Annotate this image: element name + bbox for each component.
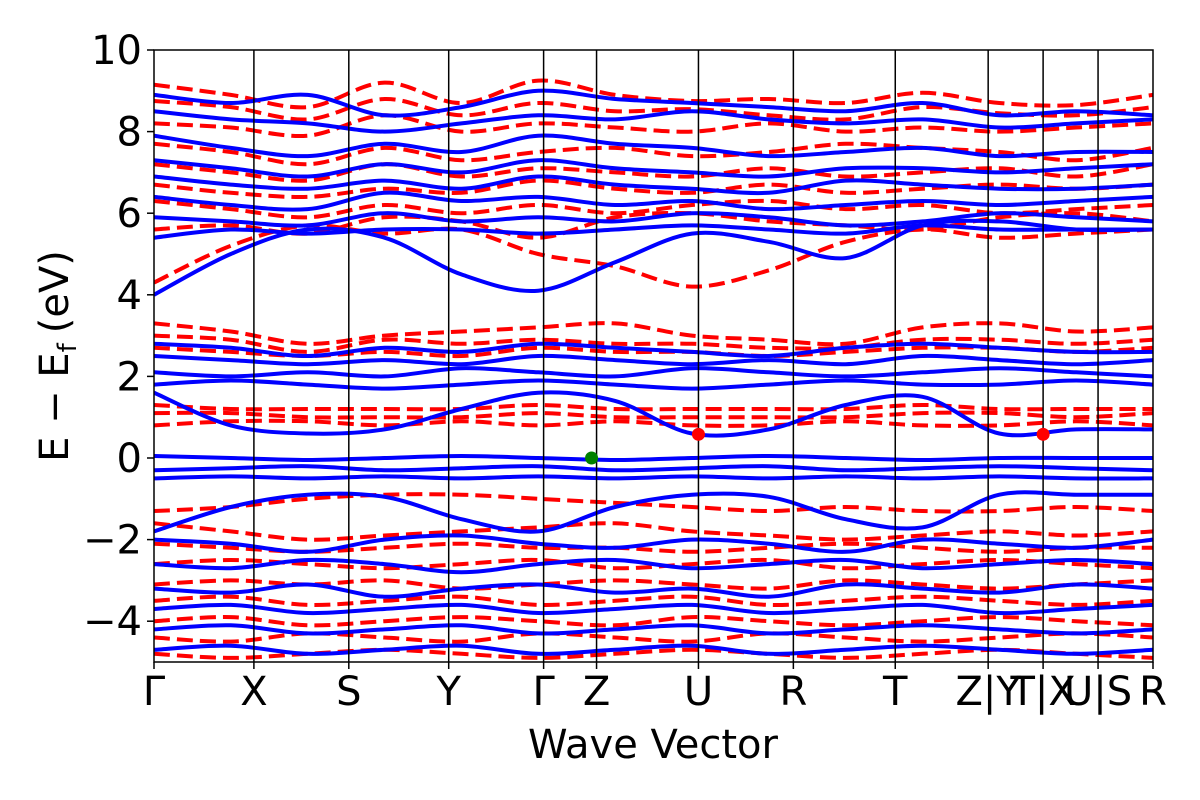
- x-tick-label: U|S: [1064, 669, 1132, 715]
- solid-band-18: [154, 490, 1153, 534]
- dashed-band-10: [154, 321, 1153, 347]
- dashed-band-1: [154, 78, 1153, 110]
- marker-1: [585, 451, 599, 465]
- solid-band-14: [154, 390, 1153, 438]
- dashed-band-22: [154, 615, 1153, 628]
- solid-band-13: [154, 378, 1153, 391]
- x-tick-label: T|X: [1009, 669, 1075, 715]
- y-tick-label: 0: [117, 436, 142, 482]
- solid-band-7: [154, 211, 1153, 228]
- dashed-band-2: [154, 96, 1153, 122]
- y-tick-label: 10: [91, 28, 142, 74]
- bands-layer: [154, 78, 1153, 660]
- dashed-band-5: [154, 162, 1153, 183]
- solid-band-16: [154, 464, 1153, 473]
- x-axis-title: Wave Vector: [528, 722, 779, 768]
- solid-band-6: [154, 190, 1153, 212]
- x-tick-label: Z|Y: [956, 669, 1022, 715]
- y-axis-title-subscript: f: [53, 342, 83, 352]
- x-tick-label: R: [779, 669, 807, 715]
- x-tick-label: Γ: [143, 669, 166, 715]
- x-tick-label: Z: [583, 669, 610, 715]
- solid-band-22: [154, 602, 1153, 616]
- x-tick-label: S: [336, 669, 361, 715]
- plot-frame: [153, 49, 1154, 663]
- marker-3: [1036, 427, 1050, 441]
- x-tick-label: U: [684, 669, 713, 715]
- x-tick-label: Y: [435, 669, 461, 715]
- solid-band-23: [154, 623, 1153, 636]
- dashed-band-19: [154, 557, 1153, 571]
- solid-band-8: [154, 223, 1153, 240]
- y-axis-title: E − Ef (eV): [32, 250, 83, 462]
- y-tick-label: 8: [117, 110, 142, 156]
- solid-band-15: [154, 454, 1153, 462]
- dashed-band-13: [154, 403, 1153, 412]
- dashed-band-16: [154, 492, 1153, 514]
- kpoint-lines: [253, 50, 1099, 662]
- solid-band-1: [154, 88, 1153, 118]
- dashed-band-21: [154, 594, 1153, 607]
- y-axis-title-main: E − E: [32, 352, 78, 462]
- solid-band-17: [154, 474, 1153, 481]
- solid-band-21: [154, 582, 1153, 599]
- solid-band-10: [154, 341, 1153, 359]
- y-tick-label: −4: [83, 599, 142, 645]
- solid-band-19: [154, 533, 1153, 554]
- solid-band-20: [154, 557, 1153, 575]
- x-axis-ticks: Γ X S Y Γ Z U R T Z|YT|XU|S R: [143, 662, 1167, 715]
- x-tick-label: T: [882, 669, 908, 715]
- y-axis-ticks: −4 −2 0 2 4 6 8 10: [83, 28, 154, 645]
- solid-band-12: [154, 366, 1153, 379]
- dashed-band-6: [154, 178, 1153, 200]
- solid-band-3: [154, 133, 1153, 159]
- marker-2: [691, 427, 705, 441]
- dashed-band-4: [154, 141, 1153, 167]
- y-tick-label: 6: [117, 191, 142, 237]
- y-tick-label: 2: [117, 354, 142, 400]
- y-tick-label: 4: [117, 273, 142, 319]
- dashed-band-3: [154, 113, 1153, 139]
- band-edge-markers: [585, 427, 1050, 465]
- solid-band-2: [154, 109, 1153, 134]
- x-tick-label: R: [1139, 669, 1167, 715]
- y-axis-title-unit: (eV): [32, 250, 78, 333]
- solid-band-5: [154, 174, 1153, 196]
- x-tick-label: Γ: [532, 669, 555, 715]
- x-tick-label: X: [240, 669, 267, 715]
- dashed-band-17: [154, 521, 1153, 542]
- dashed-band-11: [154, 333, 1153, 354]
- solid-band-4: [154, 158, 1153, 179]
- solid-band-11: [154, 353, 1153, 367]
- solid-band-24: [154, 643, 1153, 656]
- solid-band-9: [154, 218, 1153, 297]
- y-tick-label: −2: [83, 518, 142, 564]
- dashed-band-14: [154, 410, 1153, 420]
- dashed-band-15: [154, 418, 1153, 428]
